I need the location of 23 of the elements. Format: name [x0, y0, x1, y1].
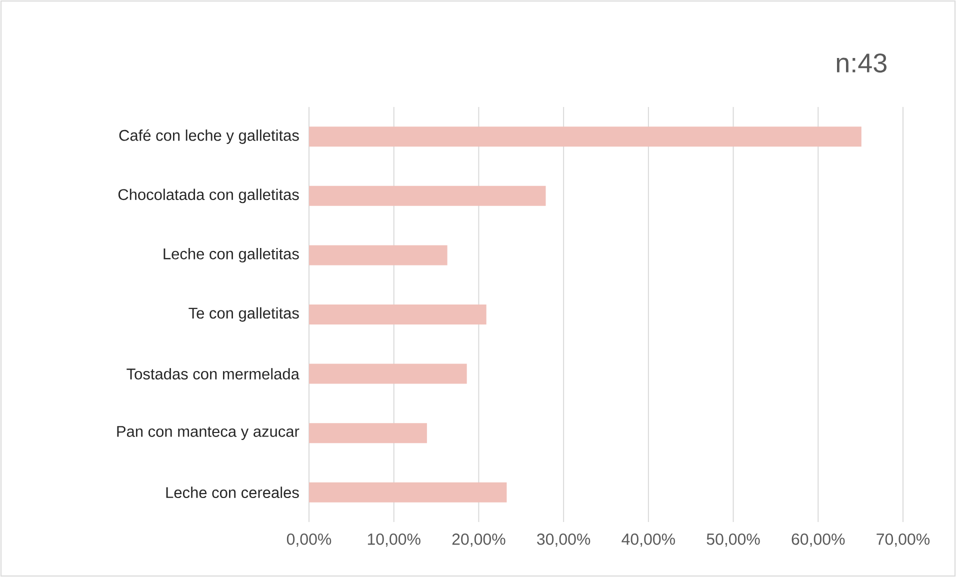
y-tick-label: Leche con galletitas [164, 248, 299, 262]
x-tick-label: 0,00% [286, 534, 332, 547]
bar [309, 304, 486, 324]
x-tick-label: 30,00% [537, 534, 590, 547]
bar [309, 482, 507, 502]
x-tick-label: 40,00% [622, 534, 675, 547]
y-tick-label: Pan con manteca y azucar [117, 426, 300, 440]
bar [309, 186, 546, 206]
bar [309, 423, 427, 444]
y-tick-label: Tostadas con mermelada [126, 368, 300, 380]
x-tick-label: 50,00% [706, 534, 760, 547]
chart-title: n:43 [836, 53, 886, 73]
y-tick-label: Leche con cereales [166, 486, 299, 498]
y-tick-label: Café con leche y galletitas [119, 129, 299, 144]
bar [309, 245, 448, 266]
x-tick-label: 10,00% [368, 534, 420, 547]
y-tick-label: Chocolatada con galletitas [118, 188, 299, 204]
x-tick-label: 20,00% [452, 534, 506, 547]
x-tick-label: 60,00% [792, 534, 845, 547]
x-tick-label: 70,00% [876, 534, 930, 547]
bar [309, 364, 467, 384]
y-tick-label: Te con galletitas [188, 307, 299, 322]
bar [309, 126, 862, 147]
